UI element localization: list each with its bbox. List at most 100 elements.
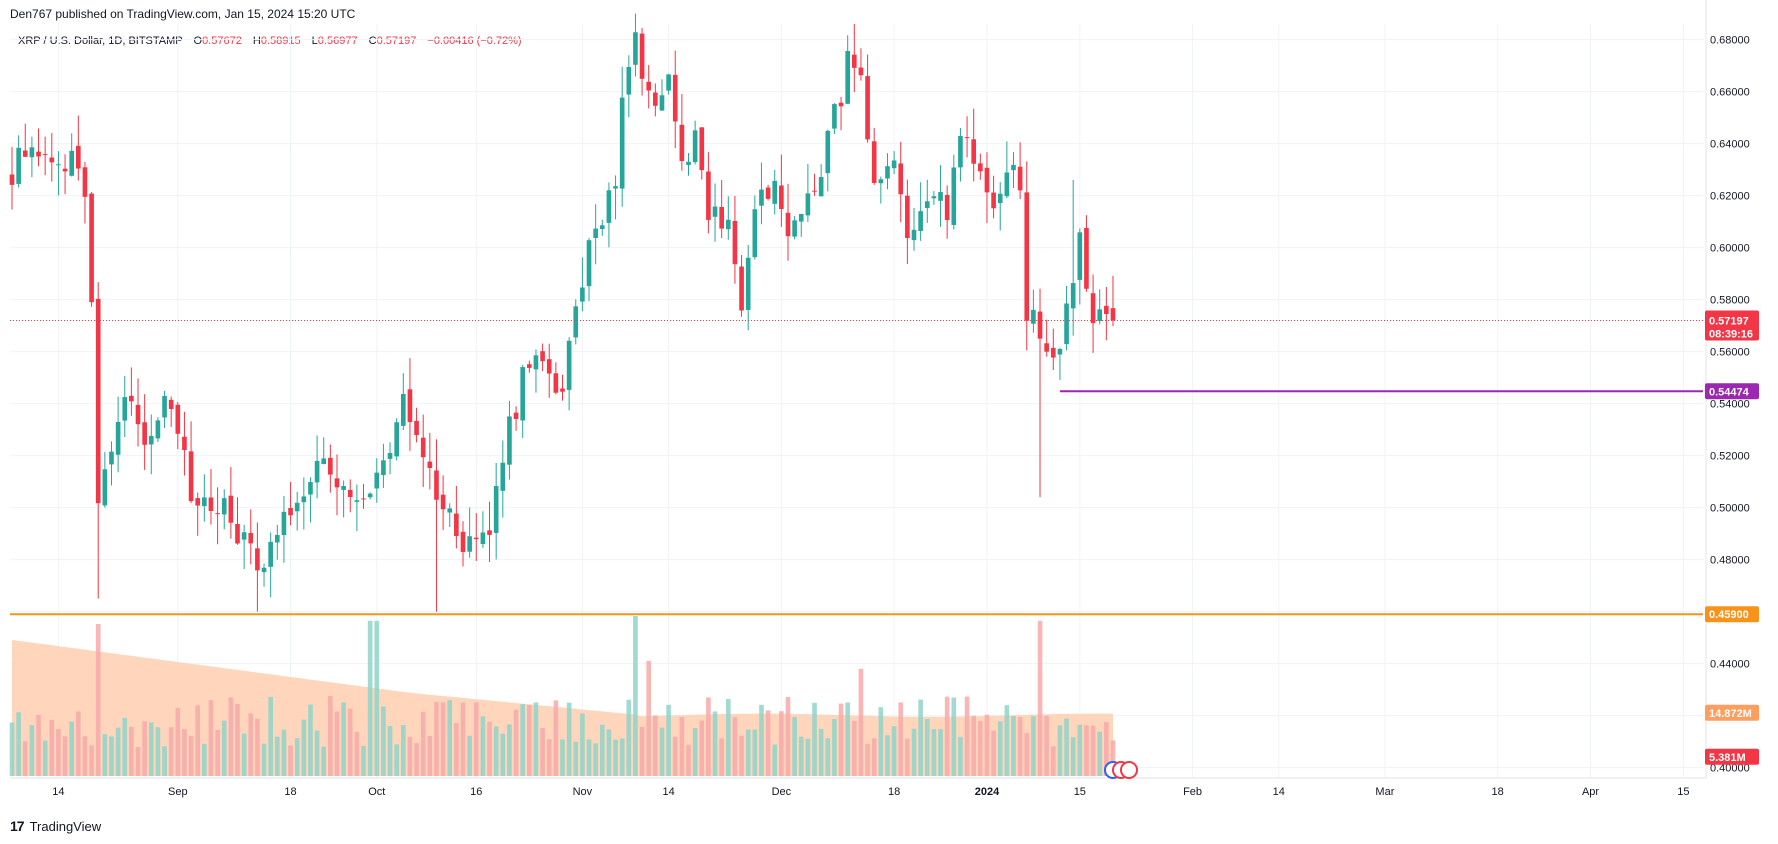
candle-body <box>22 150 28 157</box>
candle <box>274 524 280 560</box>
candle-body <box>679 124 685 162</box>
candle-body <box>420 437 426 458</box>
candle <box>805 163 811 222</box>
x-tick-label: 18 <box>1492 786 1504 798</box>
candle-body <box>480 532 486 545</box>
candle-body <box>686 161 691 165</box>
candle-body <box>706 171 711 220</box>
candle-body <box>29 147 35 158</box>
x-tick-label: Nov <box>573 786 593 798</box>
volume-pane <box>9 616 1116 776</box>
candle <box>102 451 108 508</box>
candle-body <box>1084 227 1089 289</box>
volume-bar <box>566 702 572 776</box>
candle <box>308 477 313 523</box>
candle-body <box>719 206 724 229</box>
candle-body <box>314 460 320 483</box>
y-tick-label: 0.56000 <box>1710 347 1750 359</box>
y-tick-label: 0.68000 <box>1710 35 1750 47</box>
candle-body <box>354 500 360 502</box>
volume-bar <box>268 696 273 776</box>
volume-bar <box>1017 716 1023 776</box>
candle <box>255 522 260 612</box>
candle-body <box>414 420 419 436</box>
candle-body <box>513 412 519 419</box>
volume-bar <box>1044 716 1049 776</box>
volume-bar <box>613 739 618 776</box>
candle <box>1090 274 1096 353</box>
x-tick-label: 15 <box>1677 786 1689 798</box>
candle <box>440 475 446 530</box>
volume-bar <box>759 704 764 776</box>
candle-body <box>89 193 94 303</box>
volume-bar <box>865 743 870 776</box>
candle-body <box>586 240 592 287</box>
candle-body <box>1057 349 1063 355</box>
volume-bar <box>692 727 698 776</box>
candle <box>1024 161 1030 351</box>
candle <box>573 299 579 345</box>
candle <box>328 444 333 493</box>
volume-bar <box>394 744 400 776</box>
volume-bar <box>732 717 738 776</box>
candle <box>845 35 851 105</box>
candle-body <box>865 76 870 140</box>
candle <box>1050 328 1056 370</box>
volume-bar <box>964 696 970 776</box>
high-label: H <box>252 35 261 47</box>
candle <box>679 94 685 171</box>
countdown-tag: 08:39:16 <box>1709 328 1753 340</box>
candle-body <box>129 395 134 402</box>
candle-body <box>56 164 61 166</box>
candle <box>480 511 486 548</box>
volume-bar <box>460 702 466 776</box>
candle <box>261 563 267 587</box>
candle <box>414 407 419 443</box>
volume-bar <box>221 720 227 776</box>
candle-body <box>440 494 446 510</box>
candle <box>560 374 565 401</box>
candle <box>931 191 937 205</box>
candle <box>832 103 837 135</box>
volume-bar <box>639 726 645 776</box>
candle <box>818 164 824 197</box>
volume-bar <box>527 704 532 776</box>
volume-bar <box>381 706 386 776</box>
candle <box>361 484 366 509</box>
candle <box>546 343 552 398</box>
candle-body <box>288 507 293 516</box>
volume-ma-tag: 14.872M <box>1709 708 1752 720</box>
candle-body <box>208 497 214 512</box>
candle <box>22 123 28 158</box>
volume-bar <box>36 714 41 776</box>
candle-body <box>394 422 400 457</box>
volume-bar <box>712 711 718 776</box>
volume-bar <box>155 727 161 776</box>
volume-bar <box>16 712 21 776</box>
candle-body <box>792 220 797 237</box>
candle <box>885 153 890 190</box>
candle-body <box>978 163 983 172</box>
level-line-tag: 0.54474 <box>1709 386 1750 398</box>
candle-body <box>964 137 970 139</box>
volume-bar <box>102 734 108 776</box>
candle <box>507 400 512 480</box>
volume-bar <box>931 729 937 776</box>
candle <box>228 466 234 539</box>
x-tick-label: 15 <box>1074 786 1086 798</box>
candle-body <box>898 163 904 195</box>
candle-body <box>102 469 108 506</box>
volume-bar <box>580 713 585 776</box>
volume-bar <box>328 696 333 776</box>
volume-bar <box>779 711 784 776</box>
volume-bar <box>686 744 691 776</box>
volume-bar <box>500 733 506 776</box>
candle-body <box>573 306 579 338</box>
volume-bar <box>991 730 996 776</box>
candle <box>42 136 48 176</box>
volume-bar <box>347 708 353 776</box>
candle <box>175 401 181 450</box>
x-tick-label: Dec <box>772 786 792 798</box>
candle <box>1064 285 1069 351</box>
